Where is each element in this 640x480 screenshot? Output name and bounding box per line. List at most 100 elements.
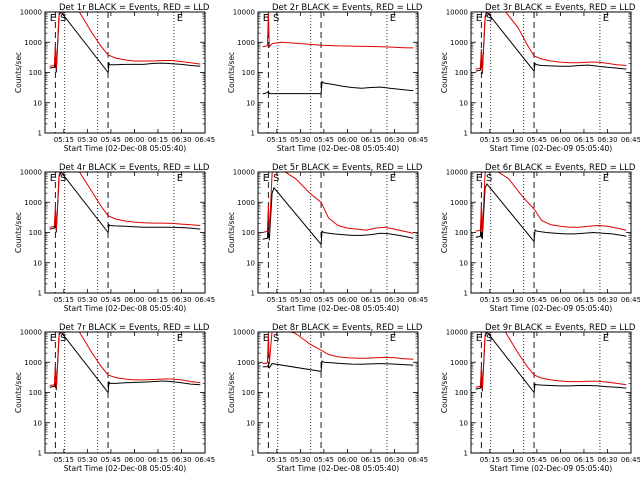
chart-panel-3: Det 3r BLACK = Events, RED = LLD 1 10 100 10… bbox=[426, 0, 640, 160]
x-tick-label: 06:00 bbox=[124, 296, 144, 304]
plot-frame bbox=[257, 331, 419, 454]
chart-panel-4: Det 4r BLACK = Events, RED = LLD 1 10 100 10… bbox=[0, 160, 215, 320]
x-tick-label: 06:30 bbox=[171, 456, 191, 464]
y-tick-label: 100 bbox=[242, 229, 255, 237]
x-tick-label: 06:15 bbox=[574, 296, 594, 304]
y-tick-label: 10 bbox=[459, 419, 468, 427]
x-tick-label: 06:45 bbox=[195, 456, 215, 464]
y-tick-label: 10000 bbox=[446, 169, 468, 177]
x-tick-label: 05:15 bbox=[54, 136, 74, 144]
x-tick-label: 06:45 bbox=[621, 456, 640, 464]
series-line-lld bbox=[475, 172, 627, 233]
y-tick-label: 100 bbox=[29, 389, 42, 397]
y-axis-label: Counts/sec bbox=[14, 372, 23, 413]
chart-svg: Det 9r BLACK = Events, RED = LLD 1 10 100 10… bbox=[440, 323, 640, 473]
chart-title: Det 2r BLACK = Events, RED = LLD bbox=[272, 3, 423, 13]
x-tick-label: 06:45 bbox=[621, 136, 640, 144]
x-tick-label: 05:30 bbox=[290, 456, 310, 464]
y-tick-label: 1 bbox=[38, 450, 42, 458]
y-tick-label: 1 bbox=[251, 290, 255, 298]
x-tick-label: 05:45 bbox=[101, 456, 121, 464]
interval-marker-e: E bbox=[263, 173, 269, 184]
x-tick-label: 05:45 bbox=[314, 296, 334, 304]
x-axis-label: Start Time (02-Dec-08 05:05:40) bbox=[64, 464, 186, 473]
interval-marker-s: S bbox=[273, 333, 279, 344]
y-tick-label: 1000 bbox=[237, 359, 255, 367]
x-tick-label: 06:15 bbox=[361, 136, 381, 144]
x-tick-label: 06:45 bbox=[621, 296, 640, 304]
x-tick-label: 05:15 bbox=[267, 136, 287, 144]
interval-marker-s: S bbox=[486, 173, 492, 184]
interval-marker-s: S bbox=[60, 173, 66, 184]
y-tick-label: 10000 bbox=[20, 9, 42, 17]
x-axis-label: Start Time (02-Dec-08 05:05:40) bbox=[277, 464, 399, 473]
interval-marker-e: E bbox=[50, 173, 56, 184]
interval-marker-s: S bbox=[60, 13, 66, 24]
y-tick-label: 1000 bbox=[450, 199, 468, 207]
x-tick-label: 06:00 bbox=[337, 296, 357, 304]
x-tick-label: 05:30 bbox=[503, 136, 523, 144]
y-tick-label: 100 bbox=[242, 389, 255, 397]
x-tick-label: 05:30 bbox=[77, 136, 97, 144]
chart-panel-1: Det 1r BLACK = Events, RED = LLD 1 10 100 10… bbox=[0, 0, 215, 160]
y-tick-label: 10000 bbox=[446, 329, 468, 337]
y-tick-label: 100 bbox=[242, 69, 255, 77]
x-tick-label: 06:00 bbox=[550, 136, 570, 144]
x-tick-label: 06:30 bbox=[171, 296, 191, 304]
interval-marker-e: E bbox=[603, 13, 609, 24]
interval-marker-e: E bbox=[263, 333, 269, 344]
x-axis-label: Start Time (02-Dec-09 05:05:40) bbox=[490, 304, 612, 313]
interval-marker-e: E bbox=[50, 333, 56, 344]
interval-marker-e: E bbox=[390, 333, 396, 344]
x-tick-label: 06:45 bbox=[195, 136, 215, 144]
y-axis-label: Counts/sec bbox=[440, 52, 449, 93]
y-tick-label: 1 bbox=[464, 450, 468, 458]
x-tick-label: 05:15 bbox=[480, 296, 500, 304]
y-tick-label: 10 bbox=[246, 419, 255, 427]
chart-title: Det 9r BLACK = Events, RED = LLD bbox=[485, 323, 636, 333]
y-tick-label: 1000 bbox=[450, 39, 468, 47]
x-tick-label: 05:45 bbox=[314, 456, 334, 464]
series-line-lld bbox=[262, 332, 414, 365]
y-tick-label: 1000 bbox=[24, 39, 42, 47]
y-tick-label: 100 bbox=[29, 229, 42, 237]
chart-panel-5: Det 5r BLACK = Events, RED = LLD 1 10 100 10… bbox=[213, 160, 428, 320]
y-tick-label: 10 bbox=[459, 259, 468, 267]
series-line-events bbox=[262, 186, 414, 246]
y-tick-label: 10000 bbox=[233, 9, 255, 17]
interval-marker-e: E bbox=[50, 13, 56, 24]
y-tick-label: 10 bbox=[33, 419, 42, 427]
series-line-lld bbox=[49, 332, 201, 389]
x-tick-label: 05:45 bbox=[101, 296, 121, 304]
y-tick-label: 10000 bbox=[233, 329, 255, 337]
interval-marker-e: E bbox=[476, 333, 482, 344]
x-tick-label: 06:15 bbox=[361, 296, 381, 304]
x-tick-label: 05:30 bbox=[290, 296, 310, 304]
chart-title: Det 6r BLACK = Events, RED = LLD bbox=[485, 163, 636, 173]
chart-svg: Det 4r BLACK = Events, RED = LLD 1 10 100 10… bbox=[14, 163, 215, 313]
x-axis-label: Start Time (02-Dec-08 05:05:40) bbox=[277, 144, 399, 153]
interval-marker-s: S bbox=[486, 333, 492, 344]
interval-marker-e: E bbox=[390, 13, 396, 24]
interval-marker-e: E bbox=[177, 333, 183, 344]
x-tick-label: 05:30 bbox=[77, 456, 97, 464]
interval-marker-e: E bbox=[263, 13, 269, 24]
chart-panel-9: Det 9r BLACK = Events, RED = LLD 1 10 100 10… bbox=[426, 320, 640, 480]
y-tick-label: 10000 bbox=[20, 169, 42, 177]
y-tick-label: 100 bbox=[29, 69, 42, 77]
plot-frame bbox=[470, 11, 632, 134]
y-tick-label: 10 bbox=[246, 259, 255, 267]
x-tick-label: 06:15 bbox=[574, 456, 594, 464]
series-line-events bbox=[262, 80, 414, 95]
chart-title: Det 3r BLACK = Events, RED = LLD bbox=[485, 3, 636, 13]
x-axis-label: Start Time (02-Dec-09 05:05:40) bbox=[490, 144, 612, 153]
y-axis-label: Counts/sec bbox=[227, 52, 236, 93]
y-axis-label: Counts/sec bbox=[227, 372, 236, 413]
series-line-events bbox=[262, 360, 414, 372]
x-axis-label: Start Time (02-Dec-08 05:05:40) bbox=[64, 304, 186, 313]
interval-marker-s: S bbox=[273, 173, 279, 184]
chart-title: Det 4r BLACK = Events, RED = LLD bbox=[59, 163, 210, 173]
y-tick-label: 1000 bbox=[24, 199, 42, 207]
y-tick-label: 1000 bbox=[24, 359, 42, 367]
x-tick-label: 06:30 bbox=[597, 456, 617, 464]
